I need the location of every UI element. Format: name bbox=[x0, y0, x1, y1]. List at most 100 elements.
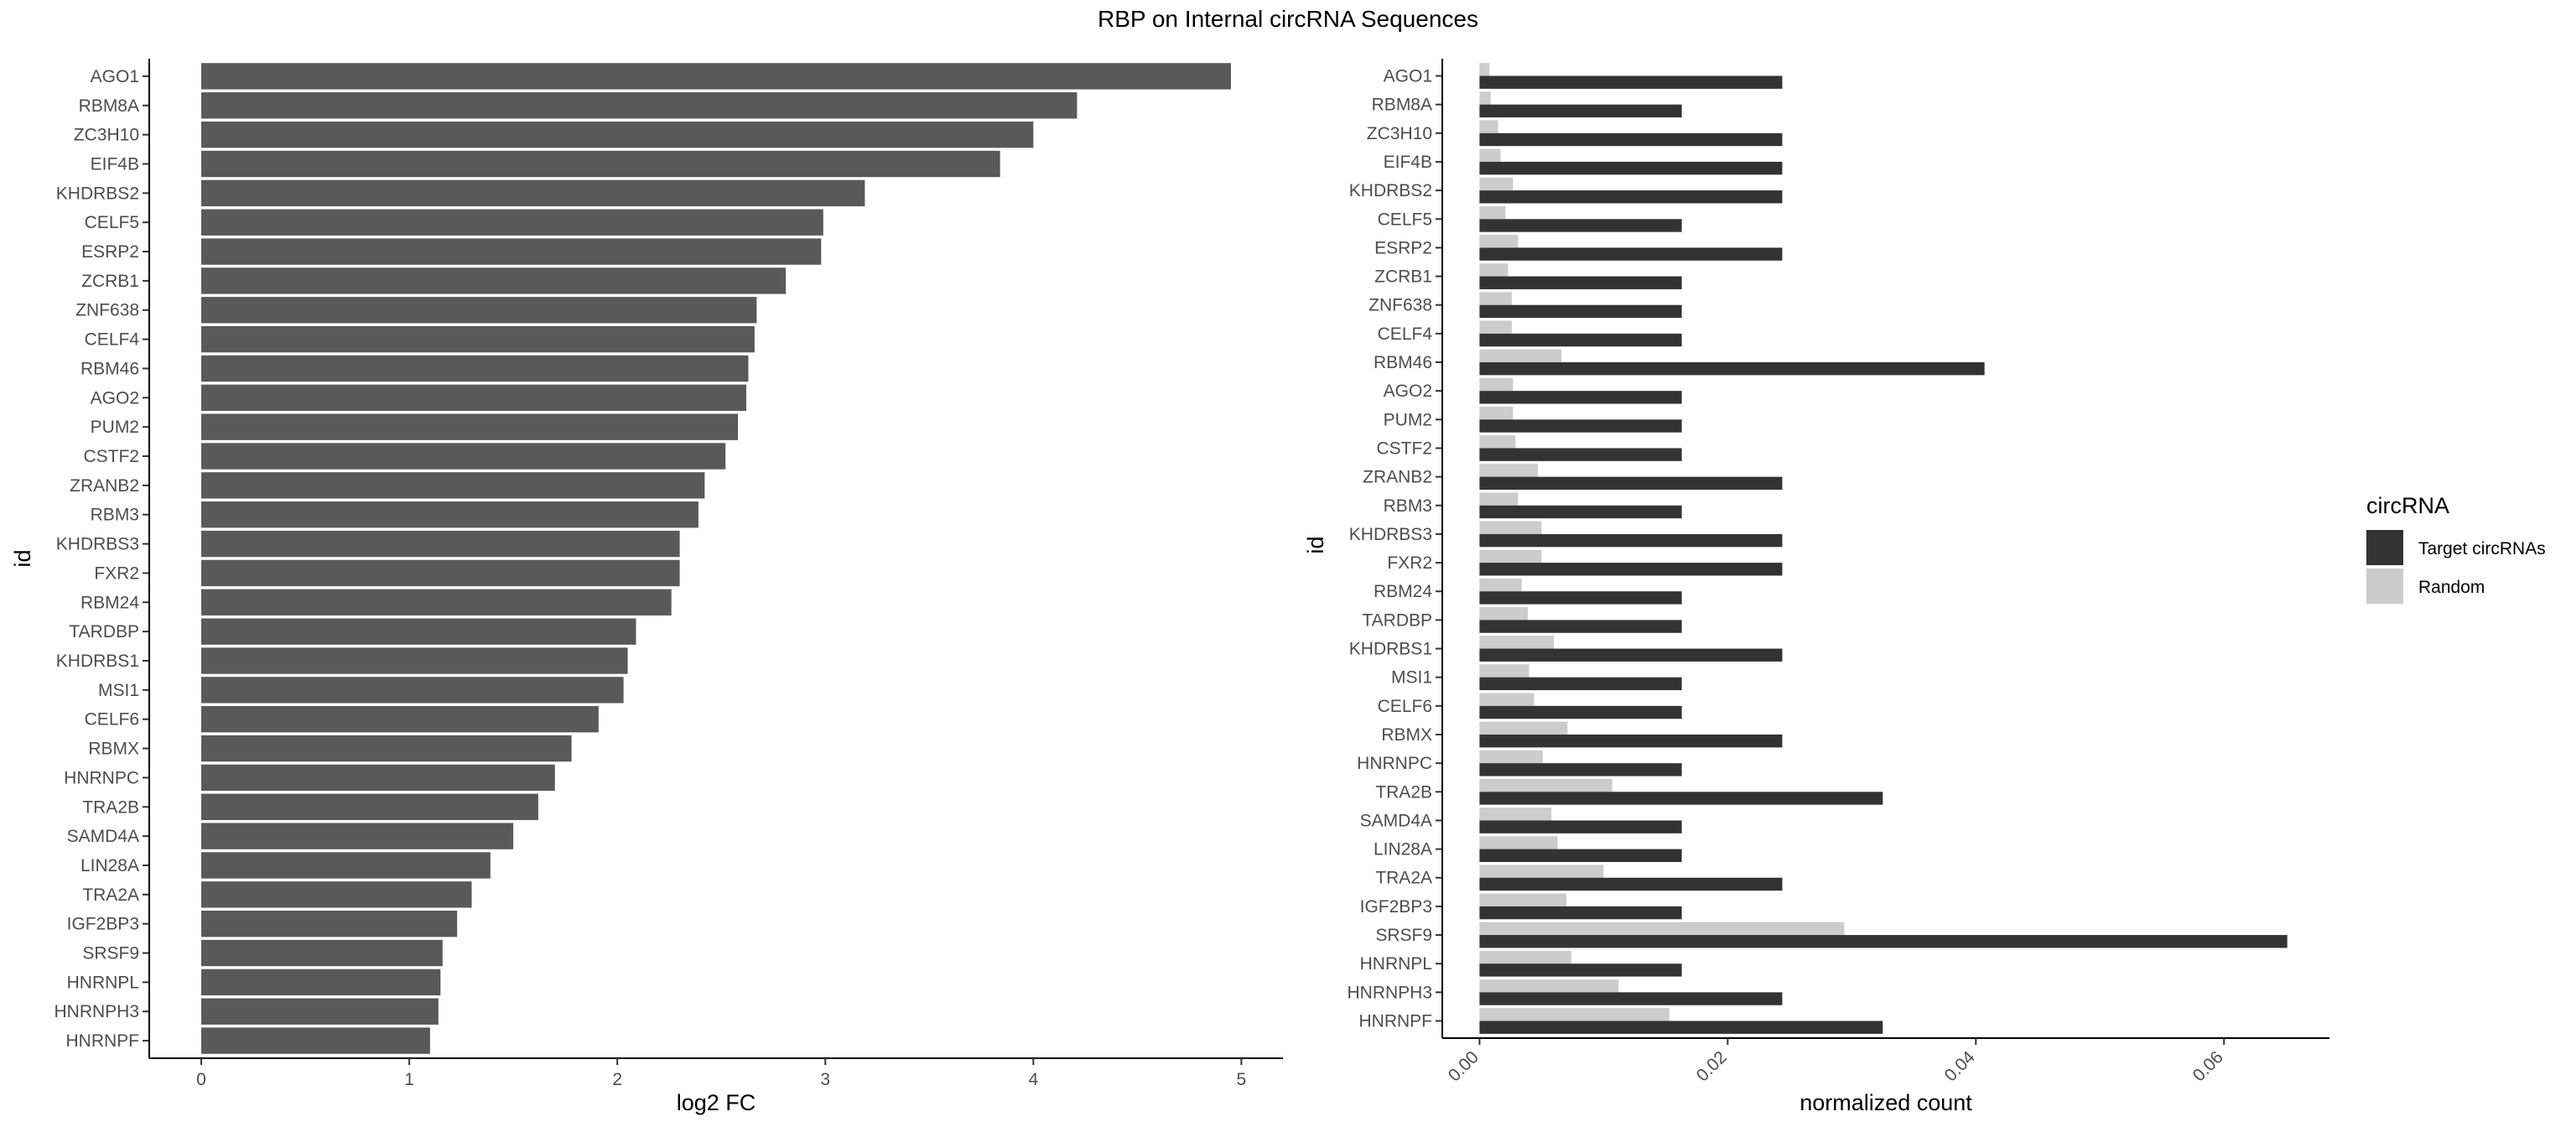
bar-log2fc-esrp2 bbox=[201, 238, 822, 265]
bar-log2fc-msi1 bbox=[201, 677, 624, 704]
right-bar-chart: AGO1 RBM8A ZC3H10 EIF4B KHDRBS2 CELF5 ESRP2 ZCR… bbox=[1303, 59, 2329, 1115]
left-bar-chart: AGO1 RBM8A ZC3H10 EIF4B KHDRBS2 CELF5 ESRP2 ZCR… bbox=[10, 59, 1283, 1115]
bar-random-hnrnpf bbox=[1479, 1008, 1670, 1021]
bar-random-ago2 bbox=[1479, 377, 1514, 392]
y-tick-label: RBM3 bbox=[91, 506, 139, 525]
y-tick-label: AGO2 bbox=[1384, 382, 1432, 401]
bar-log2fc-celf6 bbox=[201, 706, 599, 733]
bar-target-zcrb1 bbox=[1479, 276, 1682, 289]
y-tick-label: LIN28A bbox=[80, 856, 139, 875]
y-tick-label: RBM8A bbox=[79, 96, 139, 116]
legend-swatch-target bbox=[2366, 530, 2403, 565]
legend-label-random: Random bbox=[2418, 578, 2485, 597]
bar-log2fc-khdrbs1 bbox=[201, 647, 628, 674]
bar-target-lin28a bbox=[1479, 849, 1682, 862]
bar-target-celf5 bbox=[1479, 219, 1682, 232]
right-x-axis-title: normalized count bbox=[1800, 1090, 1972, 1115]
bar-random-rbm24 bbox=[1479, 578, 1522, 592]
bar-log2fc-celf4 bbox=[201, 325, 755, 353]
y-tick-label: PUM2 bbox=[91, 418, 139, 437]
y-tick-label: CSTF2 bbox=[83, 447, 139, 466]
bar-target-hnrnpl bbox=[1479, 963, 1682, 977]
bar-log2fc-tardbp bbox=[201, 618, 636, 645]
bar-target-pum2 bbox=[1479, 419, 1682, 433]
x-tick-label: 5 bbox=[1237, 1070, 1247, 1089]
bar-target-znf638 bbox=[1479, 304, 1682, 319]
y-tick-label: KHDRBS3 bbox=[1349, 525, 1432, 544]
bar-target-tra2b bbox=[1479, 792, 1883, 805]
y-tick-label: PUM2 bbox=[1384, 410, 1432, 429]
y-tick-label: CELF6 bbox=[1378, 697, 1432, 716]
y-tick-label: HNRNPF bbox=[66, 1031, 140, 1051]
bar-target-esrp2 bbox=[1479, 247, 1783, 261]
figure-title: RBP on Internal circRNA Sequences bbox=[1098, 6, 1478, 32]
y-tick-label: CELF4 bbox=[85, 330, 140, 350]
y-tick-label: HNRNPC bbox=[64, 768, 139, 787]
bar-log2fc-rbmx bbox=[201, 735, 572, 762]
y-tick-label: KHDRBS3 bbox=[56, 535, 139, 554]
bar-random-esrp2 bbox=[1479, 235, 1519, 248]
bar-random-zcrb1 bbox=[1479, 263, 1509, 277]
bar-random-msi1 bbox=[1479, 664, 1530, 678]
bar-target-tra2a bbox=[1479, 877, 1783, 891]
bar-log2fc-hnrnph3 bbox=[201, 998, 439, 1025]
y-tick-label: SAMD4A bbox=[1360, 811, 1432, 830]
y-tick-label: MSI1 bbox=[1391, 668, 1432, 688]
y-tick-label: HNRNPH3 bbox=[54, 1002, 139, 1021]
y-tick-label: MSI1 bbox=[98, 681, 139, 700]
left-y-axis-title: id bbox=[10, 549, 35, 567]
bar-target-samd4a bbox=[1479, 820, 1682, 834]
y-tick-label: AGO1 bbox=[91, 67, 139, 86]
bar-random-khdrbs3 bbox=[1479, 521, 1542, 534]
left-bars bbox=[201, 63, 1231, 1054]
bar-log2fc-pum2 bbox=[201, 413, 739, 440]
bar-random-hnrnph3 bbox=[1479, 979, 1619, 993]
bar-log2fc-rbm24 bbox=[201, 589, 672, 615]
y-tick-label: CELF5 bbox=[85, 213, 139, 232]
y-tick-label: ZCRB1 bbox=[81, 272, 139, 291]
y-tick-label: AGO1 bbox=[1384, 66, 1432, 86]
y-tick-label: FXR2 bbox=[94, 564, 139, 583]
y-tick-label: KHDRBS2 bbox=[56, 184, 139, 203]
y-tick-label: ESRP2 bbox=[1374, 238, 1432, 257]
bar-log2fc-khdrbs2 bbox=[201, 179, 865, 207]
bar-random-hnrnpc bbox=[1479, 750, 1543, 764]
bar-random-ago1 bbox=[1479, 63, 1490, 76]
bar-log2fc-srsf9 bbox=[201, 939, 443, 967]
bar-log2fc-fxr2 bbox=[201, 559, 680, 587]
bar-target-igf2bp3 bbox=[1479, 906, 1682, 920]
bar-log2fc-tra2b bbox=[201, 793, 538, 820]
bar-log2fc-lin28a bbox=[201, 852, 491, 879]
y-tick-label: HNRNPL bbox=[67, 973, 139, 992]
bar-target-rbm8a bbox=[1479, 104, 1682, 118]
y-tick-label: ZC3H10 bbox=[1367, 124, 1432, 143]
bar-log2fc-rbm3 bbox=[201, 501, 699, 528]
bar-target-ago2 bbox=[1479, 391, 1682, 404]
bar-target-msi1 bbox=[1479, 677, 1682, 691]
bar-target-srsf9 bbox=[1479, 935, 2288, 948]
y-tick-label: RBMX bbox=[88, 740, 139, 759]
y-tick-label: SRSF9 bbox=[1375, 926, 1432, 945]
y-tick-label: ZCRB1 bbox=[1374, 267, 1432, 287]
bar-log2fc-ago2 bbox=[201, 384, 746, 411]
bar-random-khdrbs1 bbox=[1479, 636, 1555, 649]
x-tick-label: 1 bbox=[404, 1070, 414, 1089]
y-tick-label: TRA2A bbox=[82, 886, 139, 905]
right-bars bbox=[1479, 63, 2288, 1034]
bar-log2fc-rbm8a bbox=[201, 92, 1078, 119]
bar-log2fc-hnrnpf bbox=[201, 1027, 430, 1054]
x-tick-label: 0 bbox=[196, 1070, 206, 1089]
y-tick-label: RBM24 bbox=[1374, 582, 1432, 601]
y-tick-label: KHDRBS1 bbox=[56, 652, 139, 671]
left-x-tick-labels: 0 1 2 3 4 5 bbox=[196, 1058, 1246, 1089]
bar-log2fc-rbm46 bbox=[201, 355, 749, 382]
y-tick-label: IGF2BP3 bbox=[67, 915, 139, 934]
bar-random-tra2b bbox=[1479, 778, 1613, 792]
bar-random-znf638 bbox=[1479, 292, 1512, 305]
y-tick-label: TRA2B bbox=[1375, 782, 1432, 802]
bar-random-hnrnpl bbox=[1479, 950, 1571, 964]
y-tick-label: IGF2BP3 bbox=[1360, 897, 1432, 917]
bar-random-eif4b bbox=[1479, 148, 1501, 162]
y-tick-label: TRA2B bbox=[82, 797, 139, 817]
y-tick-label: SRSF9 bbox=[82, 944, 139, 963]
